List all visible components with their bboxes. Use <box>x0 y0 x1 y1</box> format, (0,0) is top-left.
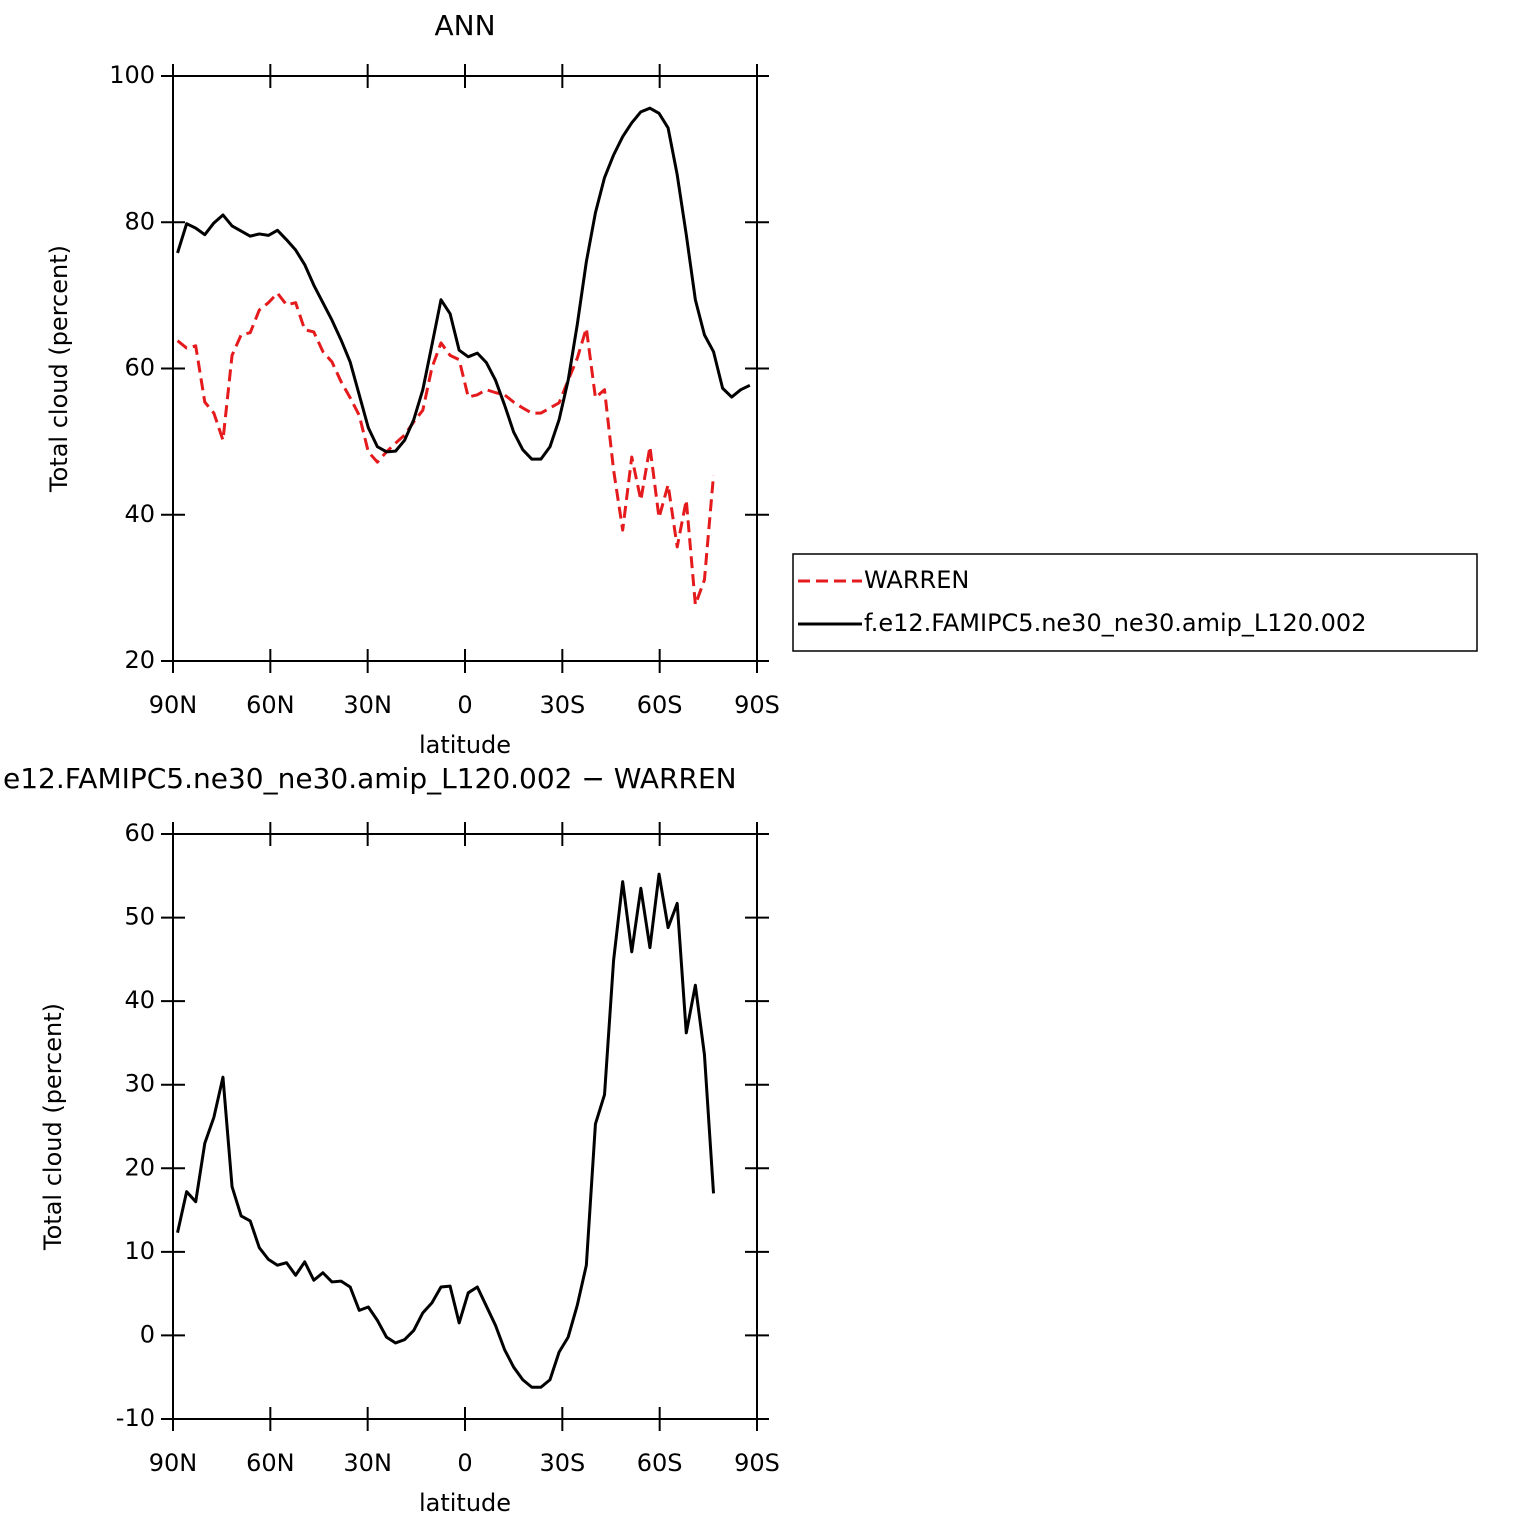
y-tick-label: 50 <box>124 903 155 931</box>
y-tick-label: 100 <box>109 61 155 89</box>
legend-box <box>792 553 1478 652</box>
series-line <box>176 106 751 461</box>
x-tick-label: 90N <box>149 691 198 719</box>
series-line <box>176 291 716 607</box>
data-line <box>176 872 716 1389</box>
x-tick-label: 0 <box>457 691 472 719</box>
plot-frame <box>172 75 758 662</box>
y-tick-label: 40 <box>124 986 155 1014</box>
chart-title: ANN <box>434 9 495 42</box>
y-tick-label: 10 <box>124 1237 155 1265</box>
x-tick-label: 90N <box>149 1449 198 1477</box>
y-tick-label: 20 <box>124 646 155 674</box>
y-tick-label: 80 <box>124 207 155 235</box>
legend-label: f.e12.FAMIPC5.ne30_ne30.amip_L120.002 <box>864 609 1366 637</box>
y-tick-label: 20 <box>124 1153 155 1181</box>
y-tick-label: 40 <box>124 500 155 528</box>
x-tick-label: 30S <box>539 691 585 719</box>
x-tick-label: 90S <box>734 691 780 719</box>
x-tick-label: 60N <box>246 1449 295 1477</box>
x-tick-label: 0 <box>457 1449 472 1477</box>
x-tick-label: 30N <box>343 1449 392 1477</box>
y-tick-label: 60 <box>124 354 155 382</box>
x-tick-label: 60S <box>637 691 683 719</box>
y-axis-label: Total cloud (percent) <box>39 1003 67 1251</box>
x-tick-label: 90S <box>734 1449 780 1477</box>
chart-title: e12.FAMIPC5.ne30_ne30.amip_L120.002 − WA… <box>3 762 737 795</box>
x-tick-label: 60N <box>246 691 295 719</box>
x-tick-label: 30S <box>539 1449 585 1477</box>
y-tick-label: -10 <box>116 1404 155 1432</box>
x-axis-label: latitude <box>419 1489 511 1517</box>
x-tick-label: 60S <box>637 1449 683 1477</box>
y-axis-label: Total cloud (percent) <box>45 245 73 493</box>
y-tick-label: 60 <box>124 819 155 847</box>
x-tick-label: 30N <box>343 691 392 719</box>
x-axis-label: latitude <box>419 731 511 759</box>
y-tick-label: 30 <box>124 1070 155 1098</box>
y-tick-label: 0 <box>140 1320 155 1348</box>
legend-label: WARREN <box>864 566 969 594</box>
